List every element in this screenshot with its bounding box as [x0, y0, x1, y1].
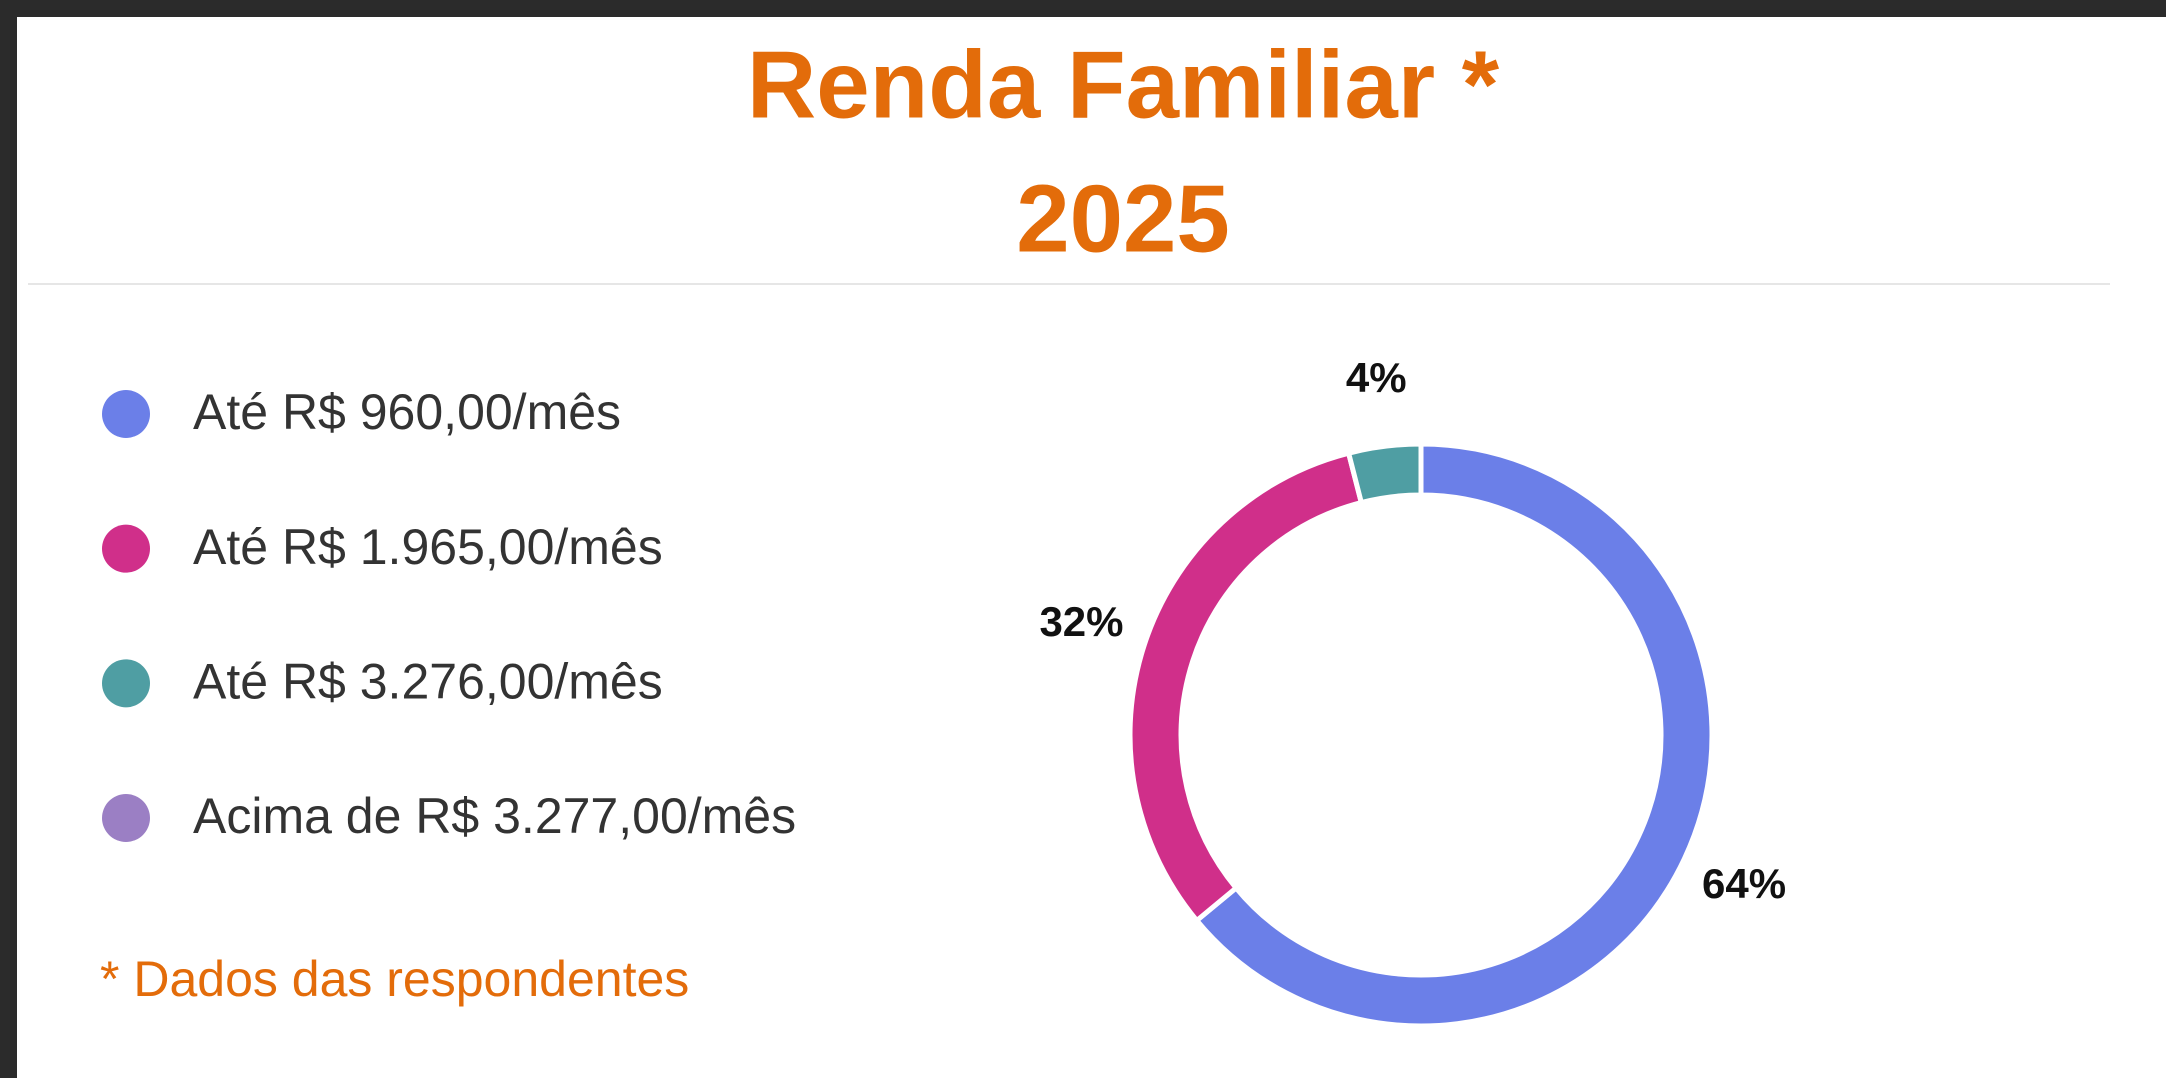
legend-label: Até R$ 960,00/mês [193, 384, 621, 440]
legend-label: Até R$ 1.965,00/mês [193, 519, 663, 575]
legend-marker [102, 524, 150, 573]
legend-marker [102, 659, 150, 708]
chart-title: Renda Familiar * [747, 31, 1500, 138]
legend-marker [102, 794, 150, 842]
legend-marker [102, 390, 150, 438]
legend-label: Até R$ 3.276,00/mês [193, 654, 663, 710]
donut-slice [1193, 441, 1715, 1029]
data-label: 32% [1039, 598, 1123, 645]
data-label: 4% [1346, 354, 1407, 401]
annotation: * Dados das respondentes [100, 951, 689, 1007]
chart-subtitle: 2025 [1016, 165, 1230, 272]
panel [17, 17, 2166, 1078]
legend-label: Acima de R$ 3.277,00/mês [193, 788, 796, 844]
donut-slice [1345, 441, 1424, 506]
data-label: 64% [1702, 860, 1786, 907]
